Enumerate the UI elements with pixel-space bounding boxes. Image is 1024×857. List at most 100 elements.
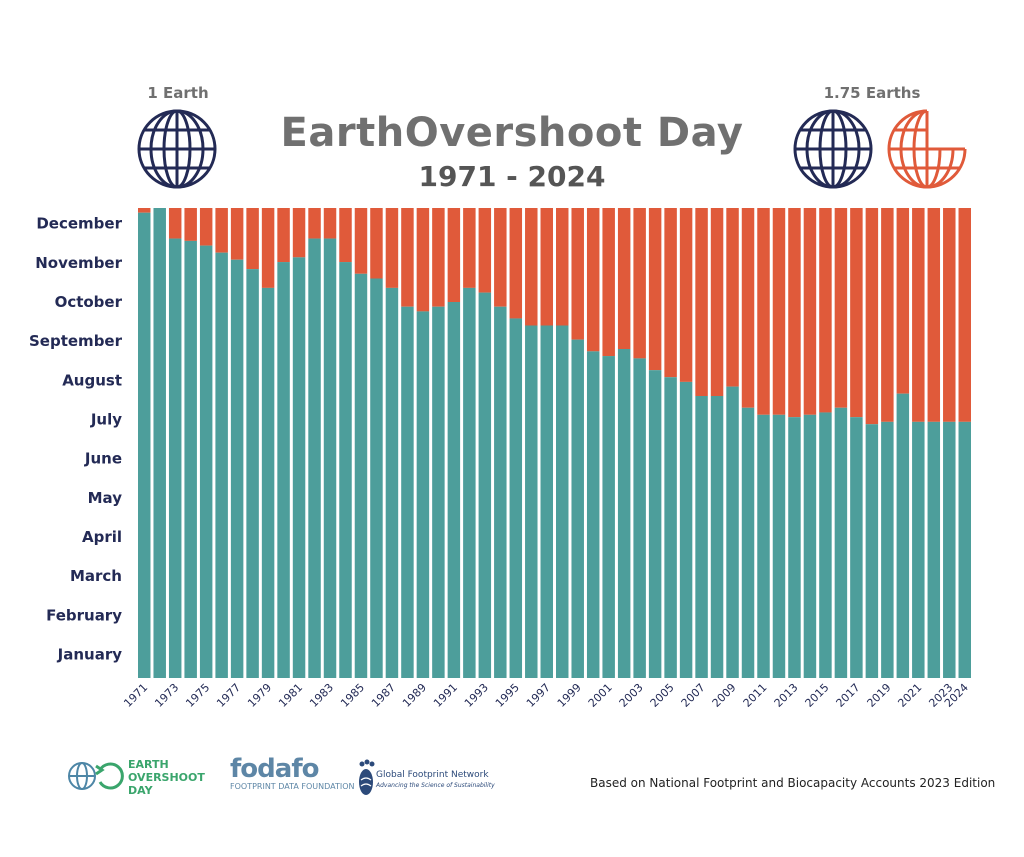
- overshoot-bar-2006: [679, 208, 693, 382]
- within-budget-bar-2001: [602, 356, 615, 678]
- x-tick-2017: 2017: [834, 681, 863, 710]
- within-budget-bar-1992: [463, 287, 476, 678]
- within-budget-bar-1980: [277, 262, 290, 678]
- x-tick-1973: 1973: [152, 681, 181, 710]
- within-budget-bar-1994: [494, 306, 507, 678]
- earth-globe-icon: [137, 109, 217, 189]
- within-budget-bar-1997: [540, 325, 553, 678]
- fodafo-wordmark: fodafo: [230, 754, 320, 784]
- within-budget-bar-2016: [834, 407, 848, 678]
- overshoot-bar-2000: [586, 208, 600, 352]
- overshoot-bar-2002: [617, 208, 631, 349]
- overshoot-bar-1985: [354, 208, 368, 274]
- within-budget-bar-2020: [896, 393, 910, 678]
- overshoot-bar-1993: [478, 208, 492, 293]
- overshoot-bar-1998: [556, 208, 569, 326]
- x-tick-2007: 2007: [679, 681, 708, 710]
- within-budget-bar-1987: [385, 287, 399, 678]
- overshoot-bar-1997: [540, 208, 553, 326]
- eo-line-1: EARTH: [128, 758, 169, 771]
- within-budget-bar-1975: [199, 245, 213, 678]
- y-tick-march: March: [70, 567, 122, 585]
- y-tick-august: August: [62, 371, 122, 389]
- within-budget-bar-2022: [927, 421, 941, 678]
- within-budget-bar-2009: [726, 386, 739, 678]
- overshoot-bar-1975: [199, 208, 213, 246]
- gfn-name: Global Footprint Network: [376, 770, 489, 780]
- fodafo-logo: fodafo FOOTPRINT DATA FOUNDATION: [230, 756, 355, 791]
- x-tick-2011: 2011: [741, 681, 770, 710]
- overshoot-bar-2024: [958, 208, 971, 422]
- overshoot-bar-1990: [432, 208, 445, 307]
- within-budget-bar-1972: [153, 208, 166, 678]
- within-budget-bar-1977: [230, 259, 244, 678]
- y-tick-november: November: [35, 254, 122, 272]
- within-budget-bar-2002: [617, 349, 631, 678]
- within-budget-bar-1983: [323, 238, 337, 679]
- within-budget-bar-2007: [695, 396, 708, 678]
- overshoot-bar-2021: [912, 208, 925, 422]
- overshoot-bar-2011: [757, 208, 770, 415]
- overshoot-bar-2023: [943, 208, 956, 422]
- within-budget-bar-1984: [339, 262, 352, 678]
- x-tick-1981: 1981: [276, 681, 305, 710]
- earth-globe-full-icon: [793, 109, 873, 189]
- within-budget-bar-2005: [664, 377, 677, 678]
- y-tick-february: February: [46, 606, 122, 624]
- earth-overshoot-day-wordmark: EARTH OVERSHOOT DAY: [128, 758, 205, 797]
- within-budget-bar-1985: [354, 273, 368, 678]
- overshoot-bar-2008: [710, 208, 724, 396]
- x-tick-1991: 1991: [431, 681, 460, 710]
- y-tick-december: December: [36, 215, 122, 233]
- x-tick-2019: 2019: [865, 681, 894, 710]
- chart-subtitle: 1971 - 2024: [418, 160, 606, 193]
- within-budget-bar-1973: [168, 238, 182, 679]
- within-budget-bar-2010: [741, 407, 755, 678]
- overshoot-bar-2019: [881, 208, 894, 422]
- overshoot-bar-1989: [416, 208, 430, 312]
- within-budget-bar-1981: [292, 257, 306, 678]
- overshoot-bar-2005: [664, 208, 677, 378]
- overshoot-bar-2013: [788, 208, 801, 418]
- overshoot-bar-1982: [308, 208, 321, 239]
- fodafo-subtitle: FOOTPRINT DATA FOUNDATION: [230, 782, 355, 791]
- within-budget-bar-2015: [819, 412, 832, 678]
- within-budget-bar-1991: [447, 302, 461, 678]
- overshoot-bar-2014: [803, 208, 817, 415]
- x-tick-2013: 2013: [772, 681, 801, 710]
- overshoot-bar-2007: [695, 208, 708, 396]
- overshoot-bar-2010: [741, 208, 755, 408]
- within-budget-bar-2013: [788, 417, 801, 678]
- overshoot-bar-1987: [385, 208, 399, 288]
- overshoot-bar-1986: [370, 208, 383, 279]
- within-budget-bar-1998: [556, 325, 569, 678]
- within-budget-bar-1993: [478, 292, 492, 678]
- within-budget-bar-1971: [138, 212, 151, 678]
- within-budget-bar-2019: [881, 421, 894, 678]
- earth-globe-partial-icon: [887, 109, 967, 189]
- overshoot-bar-1974: [184, 208, 197, 241]
- overshoot-bar-2004: [648, 208, 662, 371]
- overshoot-bar-1978: [246, 208, 259, 270]
- y-tick-january: January: [57, 645, 123, 663]
- within-budget-bar-2004: [648, 370, 662, 678]
- y-tick-july: July: [90, 410, 122, 428]
- within-budget-bar-2021: [912, 421, 925, 678]
- x-tick-1989: 1989: [400, 681, 429, 710]
- within-budget-bar-2000: [586, 351, 600, 678]
- eo-line-2: OVERSHOOT: [128, 771, 205, 784]
- within-budget-bar-1974: [184, 240, 197, 678]
- overshoot-bar-1976: [215, 208, 228, 253]
- within-budget-bar-1988: [401, 306, 414, 678]
- within-budget-bar-1979: [261, 287, 275, 678]
- x-tick-1985: 1985: [338, 681, 367, 710]
- overshoot-bar-1992: [463, 208, 476, 288]
- y-tick-april: April: [82, 528, 122, 546]
- overshoot-bar-2015: [819, 208, 832, 413]
- overshoot-bar-2003: [633, 208, 646, 359]
- within-budget-bar-1976: [215, 252, 228, 678]
- y-tick-september: September: [29, 332, 123, 350]
- overshoot-bar-1999: [571, 208, 584, 340]
- x-tick-1983: 1983: [307, 681, 336, 710]
